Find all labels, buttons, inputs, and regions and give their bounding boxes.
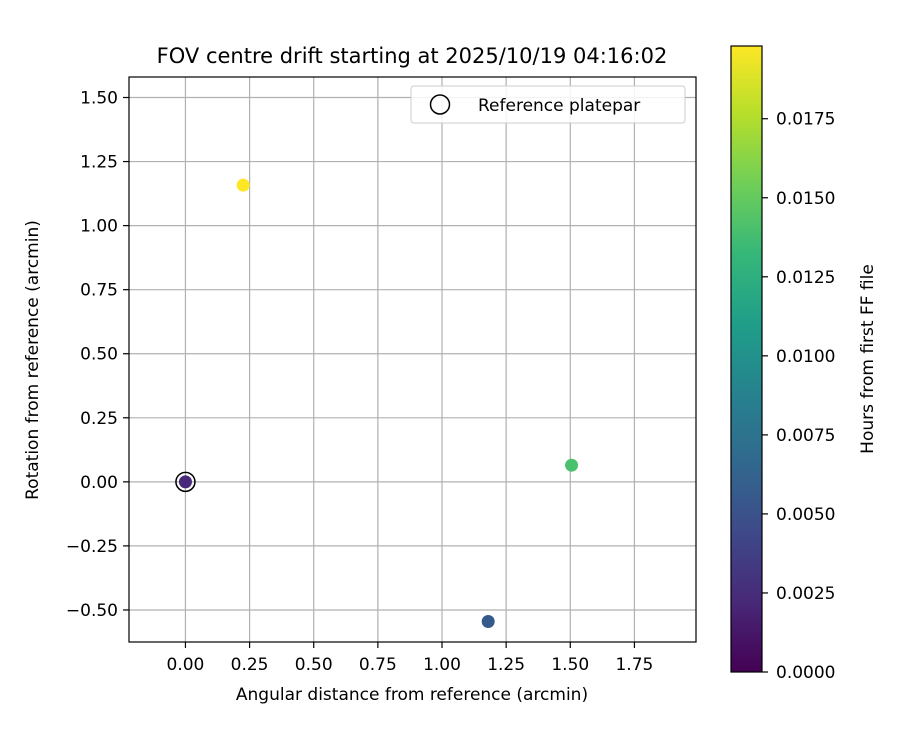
data-point bbox=[236, 178, 250, 192]
colorbar-tick-label: 0.0050 bbox=[776, 505, 835, 525]
y-tick-label: −0.50 bbox=[66, 601, 118, 621]
x-tick-label: 0.00 bbox=[167, 655, 205, 675]
grid bbox=[129, 77, 696, 642]
x-tick-label: 1.50 bbox=[551, 655, 589, 675]
y-axis-ticks: −0.50 −0.25 0.00 0.25 0.50 0.75 1.00 1.25 1.50 bbox=[66, 88, 129, 621]
colorbar-tick-label: 0.0025 bbox=[776, 584, 835, 604]
chart-title: FOV centre drift starting at 2025/10/19 … bbox=[157, 44, 668, 68]
y-tick-label: 0.00 bbox=[80, 473, 118, 493]
colorbar-tick-label: 0.0125 bbox=[776, 268, 835, 288]
x-tick-label: 0.25 bbox=[231, 655, 269, 675]
legend: Reference platepar bbox=[410, 85, 686, 124]
y-tick-label: 1.50 bbox=[80, 88, 118, 108]
x-axis-ticks: 0.00 0.25 0.50 0.75 1.00 1.25 1.50 1.75 bbox=[167, 642, 653, 675]
x-tick-label: 1.75 bbox=[615, 655, 653, 675]
y-tick-label: 0.50 bbox=[80, 345, 118, 365]
colorbar-tick-label: 0.0100 bbox=[776, 347, 835, 367]
colorbar-tick-label: 0.0150 bbox=[776, 189, 835, 209]
data-point bbox=[565, 458, 579, 472]
y-tick-label: 0.75 bbox=[80, 281, 118, 301]
y-tick-label: 1.25 bbox=[80, 153, 118, 173]
colorbar-gradient bbox=[730, 45, 763, 673]
legend-reference-icon bbox=[429, 94, 451, 115]
reference-platepar-marker bbox=[175, 471, 196, 493]
data-point bbox=[481, 615, 495, 629]
legend-box bbox=[410, 85, 686, 124]
colorbar-ticks: 0.0000 0.0025 0.0050 0.0075 0.0100 0.0125 0.01… bbox=[762, 110, 835, 683]
data-point bbox=[178, 475, 192, 489]
y-tick-label: 1.00 bbox=[80, 217, 118, 237]
colorbar-tick-label: 0.0000 bbox=[776, 663, 835, 683]
plot-frame bbox=[128, 76, 697, 643]
colorbar-tick-label: 0.0175 bbox=[776, 110, 835, 130]
colorbar-label: Hours from first FF file bbox=[858, 264, 878, 454]
y-tick-label: 0.25 bbox=[80, 409, 118, 429]
y-axis-label: Rotation from reference (arcmin) bbox=[23, 220, 43, 500]
colorbar-tick-label: 0.0075 bbox=[776, 426, 835, 446]
scatter-points bbox=[178, 178, 579, 629]
x-axis-label: Angular distance from reference (arcmin) bbox=[236, 685, 588, 705]
colorbar: 0.0000 0.0025 0.0050 0.0075 0.0100 0.0125 0.01… bbox=[730, 45, 878, 683]
x-tick-label: 1.00 bbox=[423, 655, 461, 675]
y-tick-label: −0.25 bbox=[66, 537, 118, 557]
x-tick-label: 0.75 bbox=[359, 655, 397, 675]
x-tick-label: 0.50 bbox=[295, 655, 333, 675]
legend-label: Reference platepar bbox=[478, 96, 640, 116]
x-tick-label: 1.25 bbox=[487, 655, 525, 675]
